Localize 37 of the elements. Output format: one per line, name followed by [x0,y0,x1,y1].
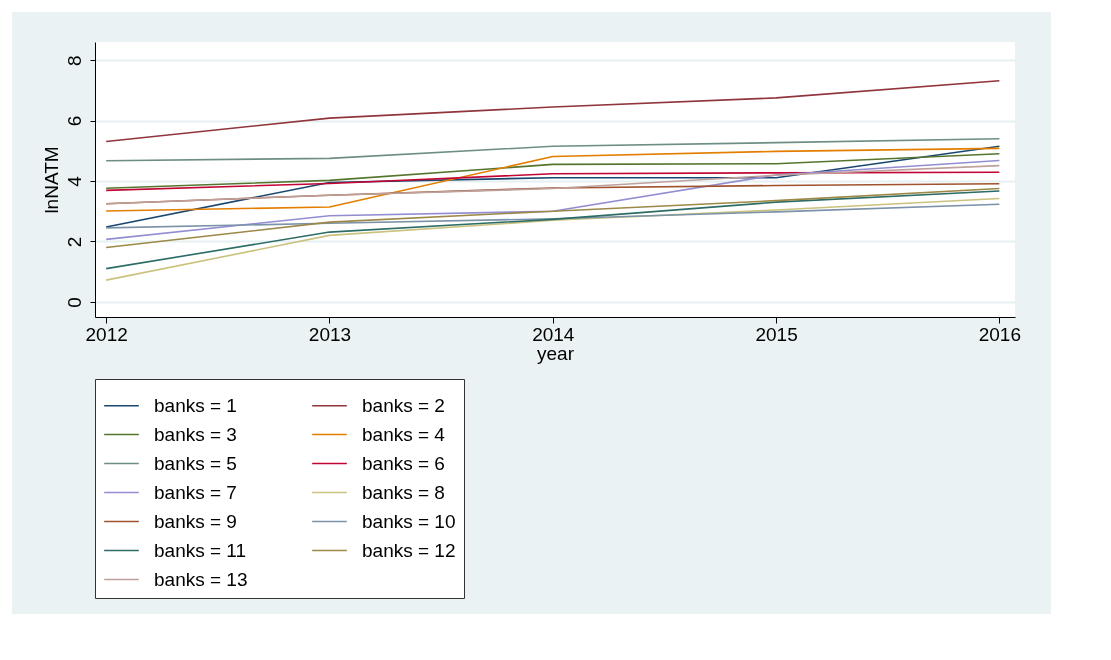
legend-label: banks = 8 [362,481,445,503]
line-series [105,159,1001,241]
line-series [105,171,1001,192]
legend-label: banks = 3 [154,423,237,445]
line-series [105,153,1001,190]
x-axis-title: year [537,342,575,364]
legend-label: banks = 7 [154,481,237,503]
line-series [105,79,1001,143]
line-series [105,197,1001,281]
line-series [105,145,1001,228]
x-tick-label: 2016 [978,323,1022,345]
y-tick-label: 6 [63,115,85,127]
y-axis-title: lnNATM [40,146,62,214]
y-tick-label: 4 [63,175,85,187]
line-series [105,203,1001,229]
y-tick-label: 0 [63,297,85,308]
x-tick-label: 2012 [85,323,128,345]
legend-label: banks = 12 [362,539,456,561]
line-series [105,147,1001,212]
y-tick-label: 8 [63,55,85,66]
legend-label: banks = 5 [154,452,237,474]
legend-label: banks = 1 [154,394,237,416]
x-tick-label: 2013 [308,323,352,345]
line-series [105,187,1001,249]
legend-label: banks = 9 [154,510,237,532]
legend-label: banks = 13 [154,568,248,590]
legend-label: banks = 11 [154,539,247,561]
line-series [105,164,1001,205]
y-tick-label: 2 [63,236,85,248]
legend-label: banks = 10 [362,510,456,532]
line-series [105,137,1001,162]
legend-label: banks = 2 [362,394,445,416]
x-tick-label: 2014 [532,323,575,345]
legend-label: banks = 4 [362,423,446,445]
legend-label: banks = 6 [362,452,445,474]
line-series [105,190,1001,270]
x-tick-label: 2015 [755,323,798,345]
